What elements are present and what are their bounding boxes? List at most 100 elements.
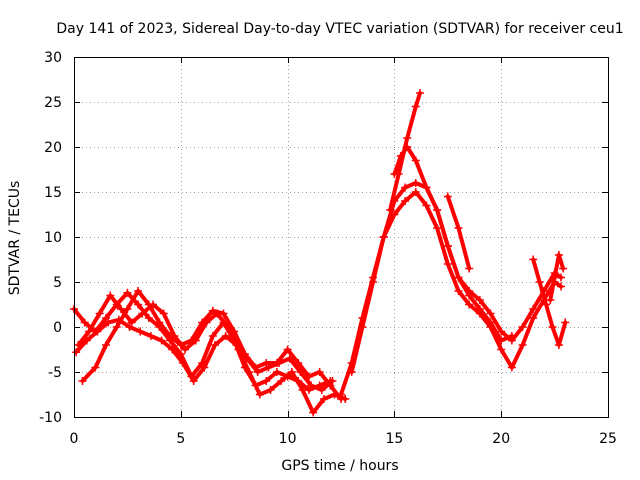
data-point — [262, 359, 271, 367]
data-point — [84, 327, 93, 336]
data-point — [309, 408, 318, 417]
data-point — [296, 368, 305, 376]
data-point — [144, 314, 153, 322]
grid — [74, 57, 608, 417]
series-line — [392, 145, 514, 343]
series-sat-j — [529, 255, 570, 349]
data-point — [386, 206, 395, 214]
data-point — [146, 332, 155, 340]
data-point — [465, 291, 474, 300]
data-point — [557, 282, 566, 291]
data-point — [454, 287, 463, 295]
data-point — [127, 318, 136, 327]
data-point — [307, 381, 316, 390]
data-point — [443, 242, 452, 250]
data-point — [123, 305, 132, 313]
data-point — [272, 368, 281, 376]
y-tick-label: 5 — [53, 275, 62, 291]
data-point — [315, 368, 324, 376]
series-line — [339, 190, 563, 397]
data-point — [253, 368, 262, 376]
data-point — [422, 183, 431, 192]
data-point — [243, 354, 252, 363]
chart-title: Day 141 of 2023, Sidereal Day-to-day VTE… — [56, 21, 623, 37]
axes: 0 5 10 15 20 25 -10 -5 0 5 10 15 20 25 30 — [39, 50, 617, 447]
data-point — [285, 354, 294, 363]
x-tick-label: 25 — [599, 431, 617, 447]
data-point — [411, 179, 420, 187]
series-sat-d — [72, 315, 337, 394]
data-point — [529, 314, 538, 322]
data-point — [548, 323, 557, 331]
data-point — [497, 345, 506, 354]
data-point — [166, 332, 175, 340]
x-tick-label: 15 — [385, 431, 403, 447]
data-point — [134, 287, 143, 295]
data-point — [187, 336, 196, 345]
data-point — [475, 305, 484, 313]
data-point — [561, 318, 570, 327]
data-point — [112, 323, 121, 331]
data-point — [317, 386, 326, 394]
data-point — [168, 345, 177, 354]
data-point — [497, 336, 506, 345]
data-point — [454, 273, 463, 282]
data-point — [433, 206, 442, 214]
data-point — [465, 300, 474, 309]
data-point — [518, 323, 527, 331]
data-point — [78, 377, 87, 385]
data-point — [422, 201, 431, 210]
data-point — [136, 327, 145, 336]
data-point — [181, 345, 190, 354]
x-tick-label: 5 — [176, 431, 185, 447]
data-point — [264, 363, 273, 372]
data-point — [72, 348, 81, 357]
data-point — [208, 332, 217, 340]
data-point — [559, 264, 568, 273]
data-point — [546, 296, 555, 304]
data-point — [390, 170, 399, 178]
data-point — [529, 305, 538, 313]
data-point — [93, 327, 102, 336]
series-line — [548, 253, 566, 302]
data-point — [157, 336, 166, 345]
y-tick-label: -5 — [48, 365, 62, 381]
data-point — [208, 306, 217, 315]
y-tick-label: 15 — [44, 185, 62, 201]
data-point — [106, 291, 115, 300]
data-point — [266, 386, 275, 394]
data-point — [138, 309, 147, 318]
data-point — [554, 251, 563, 259]
series-sat-k — [546, 251, 568, 304]
y-tick-label: 0 — [53, 320, 62, 336]
data-point — [95, 309, 104, 318]
data-point — [443, 260, 452, 268]
data-point — [401, 197, 410, 205]
data-point — [369, 278, 378, 286]
data-point — [114, 315, 123, 324]
data-traces — [70, 89, 570, 417]
data-point — [125, 323, 134, 331]
data-point — [411, 156, 420, 165]
x-tick-label: 0 — [70, 431, 79, 447]
data-point — [433, 224, 442, 232]
data-point — [465, 264, 474, 273]
data-point — [200, 363, 209, 372]
x-axis-label: GPS time / hours — [281, 458, 398, 474]
data-point — [221, 332, 230, 340]
series-line — [76, 293, 348, 415]
data-point — [189, 377, 198, 385]
series-sat-i — [443, 192, 474, 273]
data-point — [328, 377, 337, 385]
data-point — [104, 318, 113, 327]
data-point — [298, 386, 307, 394]
data-point — [401, 183, 410, 192]
y-tick-label: 30 — [44, 50, 62, 66]
data-point — [542, 300, 551, 309]
data-point — [102, 314, 111, 322]
data-point — [277, 377, 286, 385]
data-point — [210, 341, 219, 349]
data-point — [198, 318, 207, 327]
data-point — [396, 152, 405, 160]
data-point — [230, 327, 239, 336]
